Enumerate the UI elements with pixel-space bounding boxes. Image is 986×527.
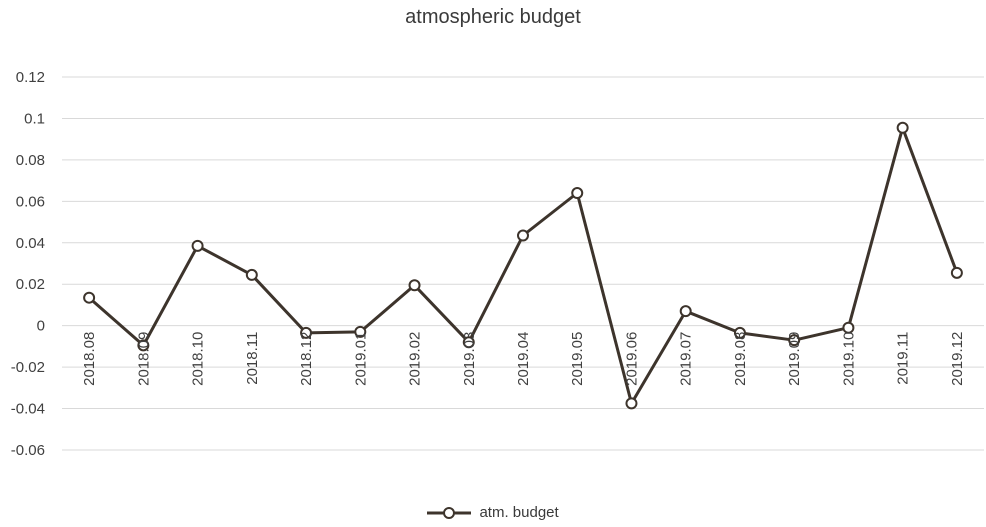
data-point	[571, 187, 584, 200]
y-tick-label: -0.02	[11, 359, 45, 376]
y-axis-tick-labels: -0.06 -0.04 -0.02 0 0.02 0.04 0.06 0.08 0.1 0.12	[11, 69, 45, 459]
data-point	[842, 321, 855, 334]
y-tick-label: 0.04	[16, 235, 45, 252]
data-point	[354, 325, 367, 338]
chart-title: atmospheric budget	[405, 6, 581, 28]
y-tick-label: 0.12	[16, 69, 45, 86]
y-tick-label: 0.1	[24, 110, 45, 127]
data-point	[896, 121, 909, 134]
y-tick-label: 0.06	[16, 193, 45, 210]
legend-marker-icon	[427, 507, 472, 520]
data-point	[137, 339, 150, 352]
y-tick-label: 0	[37, 318, 45, 335]
x-tick-label: 2019.07	[678, 332, 695, 386]
x-axis-tick-labels: 2018.08 2018.09 2018.10 2018.11 2018.12 2019.…	[81, 332, 966, 386]
gridlines	[62, 76, 984, 451]
x-tick-label: 2019.02	[407, 332, 424, 386]
x-tick-label: 2019.04	[515, 332, 532, 386]
x-tick-label: 2019.12	[949, 332, 966, 386]
data-point	[462, 336, 475, 349]
data-point	[679, 305, 692, 318]
x-tick-label: 2019.03	[461, 332, 478, 386]
data-point	[788, 334, 801, 347]
x-tick-label: 2019.08	[732, 332, 749, 386]
data-point	[950, 266, 963, 279]
data-point	[191, 239, 204, 252]
legend-label: atm. budget	[479, 504, 559, 521]
x-tick-label: 2019.10	[840, 332, 857, 386]
data-point	[83, 291, 96, 304]
x-tick-label: 2019.11	[895, 332, 912, 385]
data-point	[625, 397, 638, 410]
x-tick-label: 2019.09	[786, 332, 803, 386]
x-tick-label: 2019.01	[352, 332, 369, 386]
x-tick-label: 2018.12	[298, 332, 315, 386]
data-point	[300, 326, 313, 339]
data-point	[733, 326, 746, 339]
y-tick-label: -0.06	[11, 442, 45, 459]
x-tick-label: 2018.08	[81, 332, 98, 386]
x-tick-label: 2018.09	[135, 332, 152, 386]
x-tick-label: 2019.05	[569, 332, 586, 386]
y-tick-label: 0.08	[16, 152, 45, 169]
x-tick-label: 2019.06	[623, 332, 640, 386]
x-tick-label: 2018.10	[190, 332, 207, 386]
data-point	[245, 268, 258, 281]
x-tick-label: 2018.11	[244, 332, 261, 385]
data-point	[517, 229, 529, 242]
series-atm-budget	[83, 121, 963, 410]
data-point	[408, 279, 421, 292]
y-tick-label: -0.04	[11, 401, 45, 418]
y-tick-label: 0.02	[16, 276, 45, 293]
legend: atm. budget	[0, 504, 986, 521]
